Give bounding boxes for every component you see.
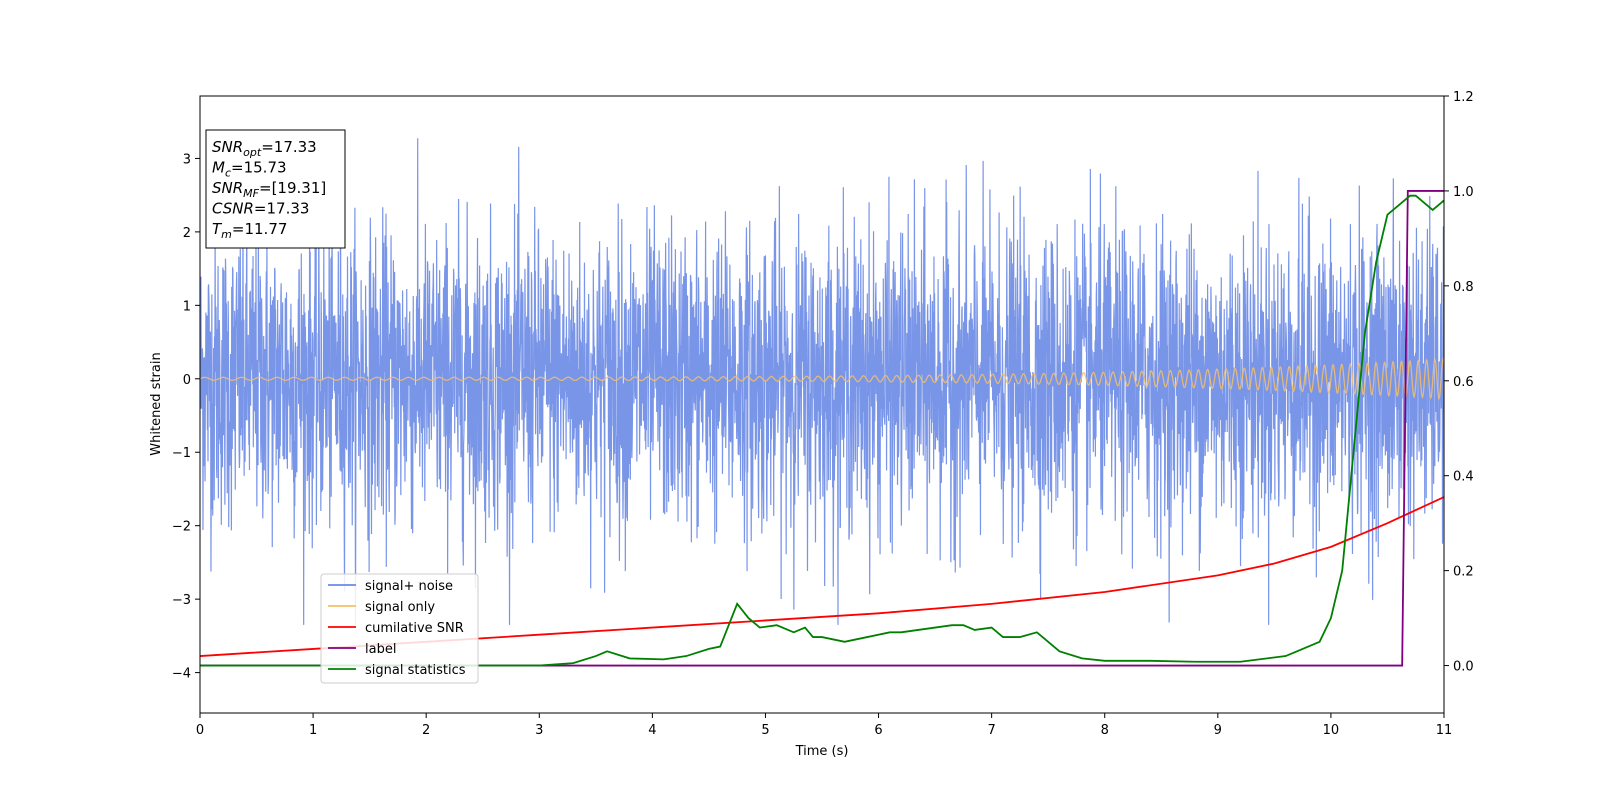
legend-label: signal only xyxy=(365,600,435,615)
y2-tick-label: 0.4 xyxy=(1453,470,1474,485)
series-signal-only xyxy=(200,357,1444,400)
legend-label: signal+ noise xyxy=(365,579,453,594)
plot-frame xyxy=(199,95,1445,714)
x-tick-label: 0 xyxy=(196,723,204,738)
x-tick-label: 10 xyxy=(1323,723,1340,738)
series-label xyxy=(200,190,1444,667)
x-tick-label: 3 xyxy=(535,723,543,738)
annotation-line: SNRopt=17.33 xyxy=(212,138,317,159)
annotation-line: Mc=15.73 xyxy=(212,159,287,180)
x-axis-title: Time (s) xyxy=(795,744,849,759)
y-tick-label: 3 xyxy=(183,152,191,167)
annotation-line: Tm=11.77 xyxy=(212,220,287,241)
y-tick-label: 1 xyxy=(183,299,191,314)
y2-tick-label: 0.8 xyxy=(1453,280,1474,295)
x-tick-label: 1 xyxy=(309,723,317,738)
y-axis-title: Whitened strain xyxy=(149,352,164,455)
series-signal-noise xyxy=(200,138,1444,625)
legend-label: signal statistics xyxy=(365,663,466,678)
x-tick-label: 11 xyxy=(1436,723,1453,738)
annotation-frame xyxy=(205,129,346,249)
x-tick-label: 7 xyxy=(987,723,995,738)
y2-tick-label: 1.0 xyxy=(1453,185,1474,200)
annotation-box: SNRopt=17.33Mc=15.73SNRMF=[19.31]CSNR=17… xyxy=(205,129,346,249)
x-axis: 0 1 2 3 4 5 6 7 8 9 10 11 xyxy=(196,713,1452,738)
x-tick-label: 5 xyxy=(761,723,769,738)
y2-tick-label: 0.6 xyxy=(1453,375,1474,390)
y-tick-label: −1 xyxy=(172,446,191,461)
annotation-line: CSNR=17.33 xyxy=(212,200,309,218)
x-tick-label: 8 xyxy=(1101,723,1109,738)
y-tick-label: 2 xyxy=(183,226,191,241)
series-signal-statistics xyxy=(200,194,1444,667)
x-tick-label: 9 xyxy=(1214,723,1222,738)
y-axis-left: −4 −3 −2 −1 0 1 2 3 xyxy=(172,152,200,682)
y-tick-label: 0 xyxy=(183,373,191,388)
y2-tick-label: 0.0 xyxy=(1453,660,1474,675)
legend-frame xyxy=(320,573,479,684)
y-tick-label: −4 xyxy=(172,667,191,682)
legend-label: cumilative SNR xyxy=(365,621,464,636)
x-tick-label: 4 xyxy=(648,723,656,738)
y-axis-right: 0.0 0.2 0.4 0.6 0.8 1.0 1.2 xyxy=(1444,90,1474,675)
y-tick-label: −3 xyxy=(172,593,191,608)
x-tick-label: 6 xyxy=(874,723,882,738)
y-tick-label: −2 xyxy=(172,520,191,535)
legend-label: label xyxy=(365,642,396,657)
y2-tick-label: 0.2 xyxy=(1453,565,1474,580)
annotation-line: SNRMF=[19.31] xyxy=(212,179,326,200)
legend: signal+ noise signal only cumilative SNR la… xyxy=(320,573,479,684)
y2-tick-label: 1.2 xyxy=(1453,90,1474,105)
x-tick-label: 2 xyxy=(422,723,430,738)
